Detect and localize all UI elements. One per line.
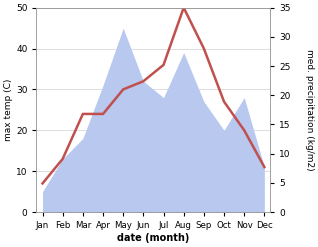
X-axis label: date (month): date (month): [117, 233, 190, 243]
Y-axis label: max temp (C): max temp (C): [4, 79, 13, 141]
Y-axis label: med. precipitation (kg/m2): med. precipitation (kg/m2): [305, 49, 314, 171]
